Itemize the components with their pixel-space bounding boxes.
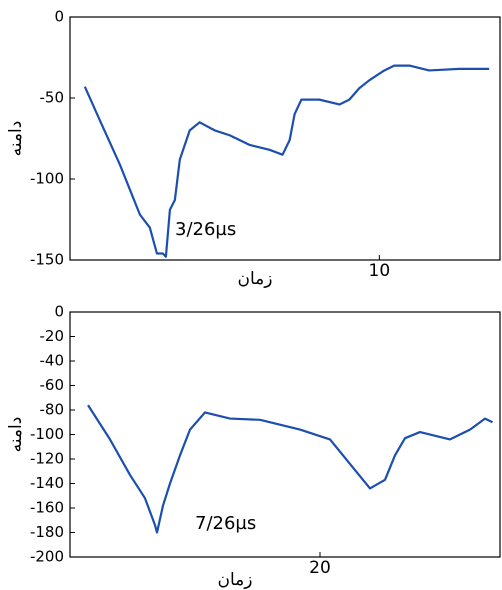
annotation: 7/26µs — [195, 513, 256, 534]
y-tick-label: -50 — [40, 89, 65, 107]
y-tick-label: -120 — [30, 450, 64, 468]
x-axis-label: زمان — [238, 269, 273, 289]
data-line — [87, 404, 493, 534]
y-tick-label: 0 — [54, 303, 64, 321]
y-tick-label: 0 — [54, 8, 64, 26]
y-tick-label: -160 — [30, 499, 64, 517]
y-tick-label: -80 — [40, 401, 65, 419]
x-tick-label: 10 — [369, 261, 391, 281]
annotation: 3/26µs — [175, 219, 236, 240]
y-tick-label: -180 — [30, 523, 64, 541]
data-line — [83, 64, 490, 258]
plot-frame — [69, 16, 501, 261]
x-axis-label: زمان — [218, 570, 253, 590]
y-tick-label: -140 — [30, 474, 64, 492]
y-axis-label: دامنه — [6, 121, 26, 157]
y-axis-label: دامنه — [6, 417, 26, 453]
plot-frame — [69, 311, 501, 558]
y-tick-label: -60 — [40, 376, 65, 394]
y-tick-label: -150 — [30, 251, 64, 269]
y-tick-label: -100 — [30, 170, 64, 188]
y-tick-label: -20 — [40, 327, 65, 345]
y-tick-label: -40 — [40, 352, 65, 370]
x-tick-label: 20 — [309, 558, 331, 578]
y-tick-label: -200 — [30, 548, 64, 566]
y-tick-label: -100 — [30, 425, 64, 443]
